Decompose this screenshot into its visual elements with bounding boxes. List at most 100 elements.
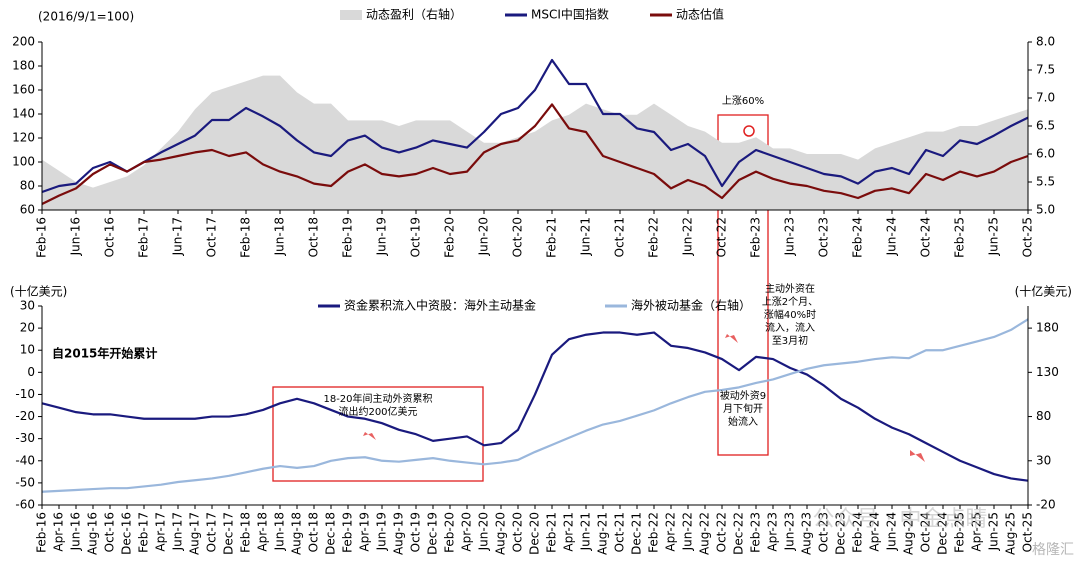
y-tick-label: 30 (20, 299, 35, 313)
y2-tick-label: 8.0 (1036, 35, 1055, 49)
x-tick-label: Feb-16 (35, 217, 49, 258)
axis-unit: (2016/9/1=100) (38, 10, 134, 24)
x-tick-label: Dec-16 (120, 512, 134, 555)
arrow (725, 334, 738, 343)
x-tick-label: Dec-23 (834, 512, 848, 555)
x-tick-label: Dec-17 (222, 512, 236, 555)
x-tick-label: Feb-16 (35, 512, 49, 553)
y2-tick-label: -20 (1036, 498, 1056, 512)
x-tick-label: Apr-24 (868, 512, 882, 552)
y2-tick-label: 180 (1036, 321, 1059, 335)
x-tick-label: Oct-18 (307, 217, 321, 257)
line (41, 58, 1029, 194)
x-tick-label: Aug-21 (596, 512, 610, 555)
annotation: 流入，流入 (765, 321, 815, 334)
x-tick-label: Feb-22 (647, 217, 661, 258)
y2-tick-label: 6.0 (1036, 147, 1055, 161)
x-tick-label: Feb-17 (137, 217, 151, 258)
highlight-box (717, 114, 769, 456)
x-tick-label: Apr-17 (154, 512, 168, 552)
x-tick-label: Jun-22 (681, 217, 695, 256)
x-tick-label: Feb-23 (749, 512, 763, 553)
x-tick-label: Aug-24 (902, 512, 916, 555)
x-tick-label: Aug-25 (1004, 512, 1018, 555)
annotation: 流出约200亿美元 (338, 405, 417, 418)
y-tick-label: 80 (20, 179, 35, 193)
y-tick-label: 100 (12, 155, 35, 169)
x-tick-label: Jun-24 (885, 512, 899, 551)
x-tick-label: Jun-20 (477, 512, 491, 551)
x-tick-label: Oct-23 (817, 217, 831, 257)
line (41, 318, 1029, 493)
y-tick-label: -20 (15, 409, 35, 423)
x-tick-label: Apr-23 (766, 512, 780, 552)
y-tick-label: 160 (12, 83, 35, 97)
x-tick-label: Apr-21 (562, 512, 576, 552)
y2-tick-label: 7.0 (1036, 91, 1055, 105)
y-tick-label: 0 (27, 365, 35, 379)
x-tick-label: Oct-20 (511, 217, 525, 257)
x-tick-label: Aug-18 (290, 512, 304, 555)
annotation: 自2015年开始累计 (52, 346, 157, 361)
x-tick-label: Jun-21 (579, 512, 593, 551)
line (41, 331, 1029, 482)
x-tick-label: Feb-23 (749, 217, 763, 258)
x-tick-label: Feb-25 (953, 217, 967, 258)
area (42, 75, 1028, 210)
x-tick-label: Oct-16 (103, 217, 117, 257)
annotation: 主动外资在 (765, 283, 815, 295)
annotation: 涨幅40%时 (764, 308, 816, 321)
line (41, 103, 1029, 205)
y-tick-label: 20 (20, 321, 35, 335)
x-tick-label: Feb-24 (851, 217, 865, 258)
x-tick-label: Oct-25 (1021, 217, 1035, 257)
x-tick-label: Feb-24 (851, 512, 865, 553)
x-tick-label: Oct-17 (205, 217, 219, 257)
x-tick-label: Feb-19 (341, 217, 355, 258)
y-tick-label: 180 (12, 59, 35, 73)
x-tick-label: Oct-25 (1021, 512, 1035, 552)
x-tick-label: Dec-20 (528, 512, 542, 555)
y-tick-label: -40 (15, 453, 35, 467)
x-tick-label: Jun-22 (681, 512, 695, 551)
y2-tick-label: 130 (1036, 365, 1059, 379)
annotation: 至3月初 (772, 334, 808, 347)
y-tick-label: 10 (20, 343, 35, 357)
x-tick-label: Apr-25 (970, 512, 984, 552)
y-tick-label: 140 (12, 107, 35, 121)
x-tick-label: Apr-16 (52, 512, 66, 552)
x-tick-label: Dec-24 (936, 512, 950, 555)
x-tick-label: Jun-17 (171, 512, 185, 551)
y2-tick-label: 30 (1036, 453, 1051, 467)
y-tick-label: -50 (15, 475, 35, 489)
x-tick-label: Jun-23 (783, 217, 797, 256)
x-tick-label: Feb-17 (137, 512, 151, 553)
x-tick-label: Jun-25 (987, 217, 1001, 256)
x-tick-label: Oct-19 (409, 217, 423, 257)
x-tick-label: Feb-25 (953, 512, 967, 553)
x-tick-label: Apr-22 (664, 512, 678, 552)
annotation: 月下旬开 (723, 402, 763, 415)
x-tick-label: Feb-21 (545, 512, 559, 553)
x-tick-label: Jun-21 (579, 217, 593, 256)
legend-label: MSCI中国指数 (531, 7, 609, 22)
x-tick-label: Jun-25 (987, 512, 1001, 551)
x-tick-label: Oct-21 (613, 512, 627, 552)
x-tick-label: Jun-20 (477, 217, 491, 256)
y-tick-label: 60 (20, 203, 35, 217)
annotation: 始流入 (728, 415, 758, 428)
x-tick-label: Dec-18 (324, 512, 338, 555)
legend-label: 动态盈利（右轴） (366, 7, 462, 22)
x-tick-label: Jun-16 (69, 512, 83, 551)
x-tick-label: Aug-16 (86, 512, 100, 555)
x-tick-label: Oct-21 (613, 217, 627, 257)
y2-tick-label: 6.5 (1036, 119, 1055, 133)
x-tick-label: Feb-18 (239, 512, 253, 553)
x-tick-label: Aug-22 (698, 512, 712, 555)
axis-unit: (十亿美元) (10, 284, 67, 299)
annotation: 上涨2个月、 (762, 296, 818, 308)
highlight-circle (743, 125, 755, 137)
x-tick-label: Jun-19 (375, 217, 389, 256)
arrow (363, 432, 376, 440)
x-tick-label: Oct-18 (307, 512, 321, 552)
